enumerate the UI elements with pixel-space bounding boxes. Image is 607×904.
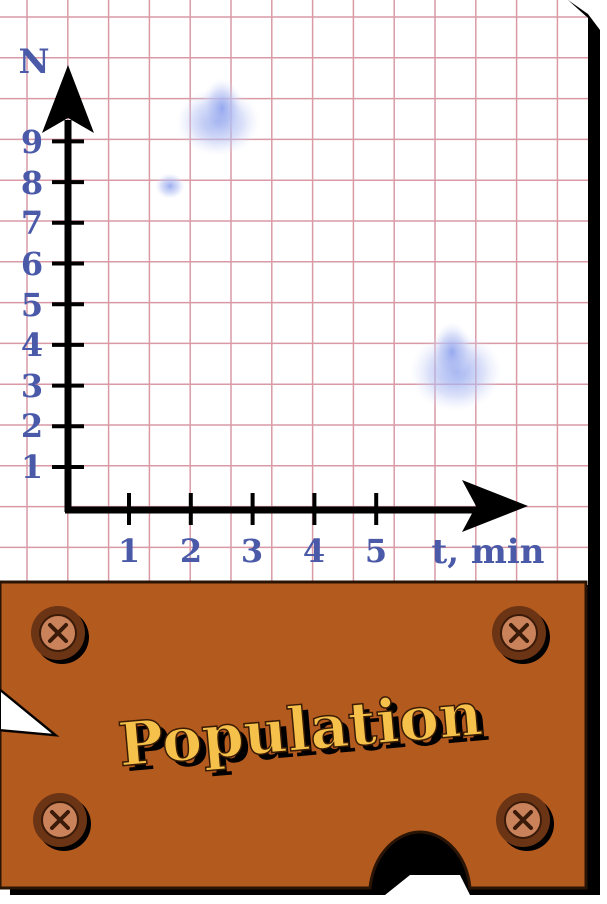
grid-lines: [0, 0, 588, 585]
y-tick-label: 2: [21, 407, 43, 445]
axes: [42, 65, 528, 532]
x-axis-label: t, min: [432, 532, 545, 572]
y-axis-label: N: [18, 42, 49, 82]
wooden-banner: [0, 580, 588, 890]
screws: [31, 606, 554, 851]
screw-icon: [492, 606, 550, 664]
screw-icon: [496, 793, 554, 851]
y-tick-marks: [52, 139, 84, 469]
y-tick-label: 1: [21, 448, 43, 486]
x-tick-label: 2: [180, 532, 202, 570]
x-tick-marks: [127, 493, 379, 525]
y-tick-label: 4: [21, 326, 43, 364]
y-tick-label: 6: [21, 245, 43, 283]
ink-blot: [155, 78, 502, 412]
x-tick-label: 4: [303, 532, 325, 570]
banner-notch: [0, 688, 59, 737]
x-axis-arrow-icon: [462, 480, 528, 532]
x-tick-label: 1: [118, 532, 140, 570]
y-tick-label: 7: [21, 204, 43, 242]
graph-paper: [0, 0, 588, 585]
y-tick-label: 5: [21, 286, 43, 324]
y-tick-label: 3: [21, 367, 43, 405]
y-tick-label: 9: [21, 123, 43, 161]
x-tick-label: 3: [241, 532, 263, 570]
screw-icon: [33, 793, 91, 851]
x-tick-labels: 1 2 3 4 5: [118, 532, 387, 570]
y-axis-arrow-icon: [42, 65, 94, 133]
screw-icon: [31, 606, 89, 664]
x-tick-label: 5: [365, 532, 387, 570]
y-tick-labels: 1 2 3 4 5 6 7 8 9: [21, 123, 43, 486]
y-tick-label: 8: [21, 164, 43, 202]
